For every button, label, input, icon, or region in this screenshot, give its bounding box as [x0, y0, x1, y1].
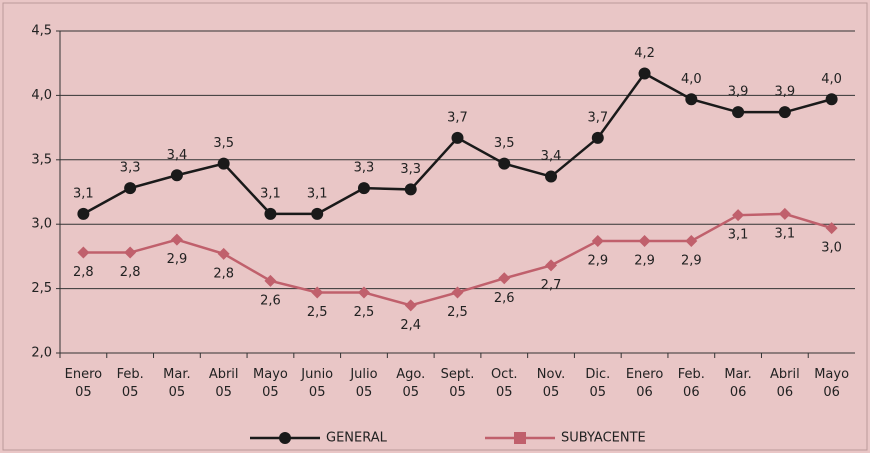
- data-label: 3,1: [775, 226, 796, 241]
- data-label: 2,8: [213, 266, 234, 281]
- x-tick-label: Abril 06: [770, 367, 800, 400]
- data-label: 3,7: [587, 110, 608, 125]
- data-label: 3,1: [73, 186, 94, 201]
- data-label: 4,0: [681, 72, 702, 87]
- y-tick-label: 2,5: [31, 281, 52, 296]
- data-label: 3,1: [260, 186, 281, 201]
- point: [311, 207, 324, 220]
- point: [498, 157, 511, 170]
- data-label: 3,5: [494, 136, 515, 151]
- data-label: 2,9: [167, 252, 188, 267]
- point: [545, 170, 558, 183]
- point: [404, 299, 417, 312]
- legend-marker: [279, 432, 291, 444]
- point: [498, 272, 511, 285]
- data-label: 2,5: [354, 305, 375, 320]
- point: [825, 93, 838, 106]
- point: [217, 247, 230, 260]
- legend-label: SUBYACENTE: [561, 431, 646, 446]
- data-label: 3,3: [354, 161, 375, 176]
- point: [591, 234, 604, 247]
- data-label: 3,3: [120, 161, 141, 176]
- point: [451, 131, 464, 144]
- point: [357, 286, 370, 299]
- x-tick-label: Enero 05: [65, 367, 103, 400]
- point: [685, 234, 698, 247]
- x-tick-label: Abril 05: [209, 367, 239, 400]
- data-label: 3,5: [213, 136, 234, 151]
- point: [685, 93, 698, 106]
- x-tick-label: Mar. 05: [163, 367, 190, 400]
- legend-marker: [514, 432, 526, 444]
- x-tick-label: Feb. 05: [117, 367, 144, 400]
- point: [124, 246, 137, 259]
- y-tick-label: 3,0: [31, 217, 52, 232]
- x-tick-label: Mar. 06: [724, 367, 751, 400]
- point: [264, 207, 277, 220]
- x-tick-label: Sept. 05: [441, 367, 475, 400]
- data-label: 2,6: [494, 291, 515, 306]
- data-label: 3,0: [821, 241, 842, 256]
- data-label: 2,9: [634, 253, 655, 268]
- x-tick-label: Ago. 05: [396, 367, 425, 400]
- data-label: 2,7: [541, 278, 562, 293]
- data-label: 3,7: [447, 110, 468, 125]
- point: [124, 182, 137, 195]
- data-label: 2,9: [587, 253, 608, 268]
- x-tick-label: Junio 05: [300, 367, 333, 400]
- x-tick-label: Enero 06: [626, 367, 664, 400]
- data-label: 2,5: [307, 305, 328, 320]
- point: [638, 234, 651, 247]
- data-label: 3,3: [400, 162, 421, 177]
- x-tick-label: Oct. 05: [491, 367, 518, 400]
- point: [170, 169, 183, 182]
- x-tick-label: Nov. 05: [537, 367, 566, 400]
- data-label: 4,0: [821, 72, 842, 87]
- point: [404, 183, 417, 196]
- point: [732, 106, 745, 119]
- point: [357, 182, 370, 195]
- y-tick-label: 3,5: [31, 152, 52, 167]
- point: [732, 209, 745, 222]
- x-tick-label: Julio 05: [349, 367, 377, 400]
- y-tick-label: 4,5: [31, 24, 52, 39]
- data-label: 3,4: [541, 149, 562, 164]
- x-tick-label: Feb. 06: [678, 367, 705, 400]
- data-label: 2,4: [400, 318, 421, 333]
- x-tick-label: Dic. 05: [585, 367, 610, 400]
- point: [311, 286, 324, 299]
- point: [217, 157, 230, 170]
- point: [638, 67, 651, 80]
- data-label: 2,5: [447, 305, 468, 320]
- data-label: 3,9: [728, 85, 749, 100]
- point: [170, 233, 183, 246]
- point: [825, 222, 838, 235]
- data-label: 3,1: [728, 228, 749, 243]
- data-label: 4,2: [634, 46, 655, 61]
- data-label: 2,8: [120, 265, 141, 280]
- y-tick-label: 4,0: [31, 88, 52, 103]
- point: [545, 259, 558, 272]
- legend-label: GENERAL: [326, 431, 388, 446]
- point: [778, 207, 791, 220]
- data-label: 3,9: [775, 85, 796, 100]
- data-label: 3,1: [307, 186, 328, 201]
- point: [778, 106, 791, 119]
- point: [264, 274, 277, 287]
- data-label: 3,4: [167, 148, 188, 163]
- point: [591, 131, 604, 144]
- y-tick-label: 2,0: [31, 346, 52, 361]
- data-label: 2,9: [681, 253, 702, 268]
- x-tick-label: Mayo 05: [253, 367, 288, 400]
- data-label: 2,6: [260, 293, 281, 308]
- x-tick-label: Mayo 06: [814, 367, 849, 400]
- point: [77, 207, 90, 220]
- point: [77, 246, 90, 259]
- point: [451, 286, 464, 299]
- data-label: 2,8: [73, 265, 94, 280]
